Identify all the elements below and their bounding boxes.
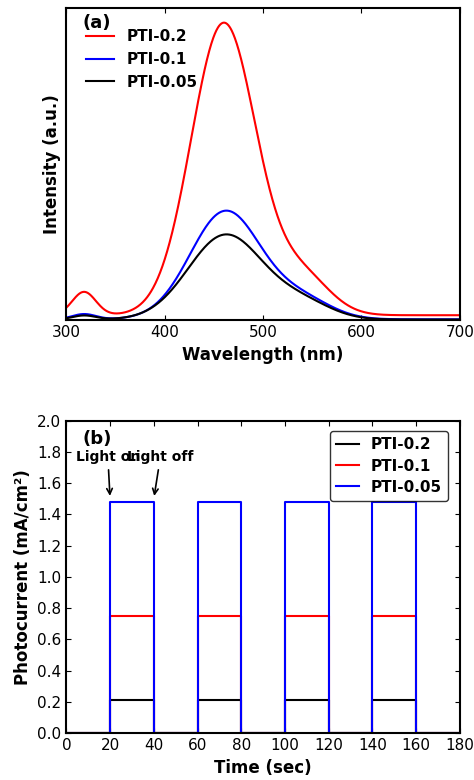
PTI-0.05 [282,497,288,506]
PTI-0.1 [64,729,69,738]
Line: PTI-0.1: PTI-0.1 [66,211,460,319]
PTI-0.1 [370,729,375,738]
PTI-0.1 [238,729,244,738]
Line: PTI-0.05: PTI-0.05 [66,502,460,733]
PTI-0.1 [457,729,463,738]
PTI-0.2 [334,292,340,302]
PTI-0.2 [107,729,113,738]
PTI-0.05 [457,729,463,738]
PTI-0.1 [223,206,228,215]
PTI-0.2 [282,696,288,705]
Text: Light on: Light on [76,450,140,494]
PTI-0.2 [413,729,419,738]
PTI-0.2 [370,696,375,705]
PTI-0.2 [457,310,463,320]
PTI-0.1 [334,304,340,314]
PTI-0.05 [282,729,288,738]
PTI-0.1 [457,314,463,324]
Y-axis label: Intensity (a.u.): Intensity (a.u.) [43,94,61,234]
PTI-0.1 [107,729,113,738]
PTI-0.2 [223,19,228,28]
PTI-0.1 [238,612,244,621]
PTI-0.2 [413,696,419,705]
PTI-0.05 [223,230,228,239]
PTI-0.2 [64,729,69,738]
PTI-0.1 [107,612,113,621]
Legend: PTI-0.2, PTI-0.1, PTI-0.05: PTI-0.2, PTI-0.1, PTI-0.05 [330,431,448,501]
PTI-0.2 [371,309,376,318]
PTI-0.05 [413,729,419,738]
PTI-0.05 [370,497,375,506]
PTI-0.05 [195,729,201,738]
PTI-0.2 [370,729,375,738]
PTI-0.2 [326,696,331,705]
PTI-0.1 [282,612,288,621]
PTI-0.1 [326,612,331,621]
PTI-0.1 [64,313,69,322]
PTI-0.05 [107,497,113,506]
PTI-0.1 [378,314,383,324]
PTI-0.05 [195,497,201,506]
PTI-0.05 [151,497,156,506]
Line: PTI-0.2: PTI-0.2 [66,23,460,315]
PTI-0.1 [237,213,243,222]
Text: Light off: Light off [127,450,193,494]
X-axis label: Wavelength (nm): Wavelength (nm) [182,346,344,364]
PTI-0.2 [64,303,69,312]
PTI-0.05 [64,314,69,323]
PTI-0.2 [326,729,331,738]
PTI-0.05 [334,306,340,315]
PTI-0.05 [457,315,463,324]
PTI-0.1 [371,314,376,323]
PTI-0.2 [457,729,463,738]
X-axis label: Time (sec): Time (sec) [214,759,312,777]
PTI-0.2 [221,18,227,27]
PTI-0.1 [151,729,156,738]
Text: (a): (a) [82,14,110,32]
PTI-0.1 [223,206,229,215]
PTI-0.2 [104,307,109,316]
Line: PTI-0.2: PTI-0.2 [66,700,460,733]
PTI-0.05 [378,314,383,324]
PTI-0.05 [224,229,229,239]
PTI-0.2 [107,696,113,705]
Text: (b): (b) [82,430,111,448]
PTI-0.05 [64,729,69,738]
PTI-0.2 [151,696,156,705]
PTI-0.05 [107,729,113,738]
PTI-0.1 [413,729,419,738]
PTI-0.1 [104,314,109,323]
Legend: PTI-0.2, PTI-0.1, PTI-0.05: PTI-0.2, PTI-0.1, PTI-0.05 [82,25,202,94]
PTI-0.05 [237,235,243,244]
PTI-0.05 [104,314,109,323]
PTI-0.2 [195,696,201,705]
PTI-0.05 [413,497,419,506]
PTI-0.1 [326,729,331,738]
PTI-0.2 [282,729,288,738]
PTI-0.1 [413,612,419,621]
PTI-0.05 [238,497,244,506]
PTI-0.1 [195,612,201,621]
PTI-0.1 [282,729,288,738]
PTI-0.2 [151,729,156,738]
PTI-0.1 [370,612,375,621]
PTI-0.2 [378,310,383,319]
PTI-0.2 [195,729,201,738]
PTI-0.05 [151,729,156,738]
PTI-0.2 [238,696,244,705]
PTI-0.1 [195,729,201,738]
Line: PTI-0.1: PTI-0.1 [66,616,460,733]
PTI-0.2 [237,50,243,59]
PTI-0.05 [238,729,244,738]
Y-axis label: Photocurrent (mA/cm²): Photocurrent (mA/cm²) [14,469,32,685]
PTI-0.1 [151,612,156,621]
Line: PTI-0.05: PTI-0.05 [66,234,460,320]
PTI-0.05 [326,729,331,738]
PTI-0.05 [370,729,375,738]
PTI-0.05 [326,497,331,506]
PTI-0.2 [238,729,244,738]
PTI-0.05 [371,314,376,324]
